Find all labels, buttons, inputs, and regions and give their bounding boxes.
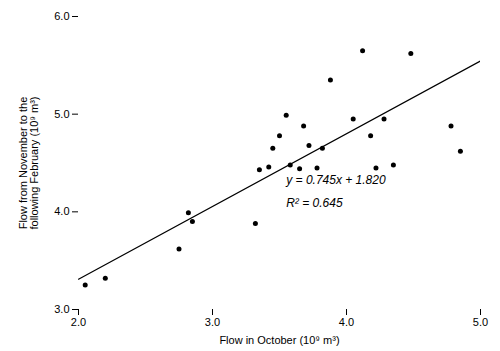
svg-text:2.0: 2.0 <box>71 316 86 328</box>
svg-text:3.0: 3.0 <box>205 316 220 328</box>
svg-text:4.0: 4.0 <box>54 205 69 217</box>
svg-text:5.0: 5.0 <box>54 108 69 120</box>
svg-text:Flow from November to thefollo: Flow from November to thefollowing Febru… <box>17 96 40 229</box>
svg-text:5.0: 5.0 <box>473 316 488 328</box>
svg-text:R² = 0.645: R² = 0.645 <box>286 196 343 210</box>
svg-text:4.0: 4.0 <box>339 316 354 328</box>
svg-text:Flow in October (10⁹ m³): Flow in October (10⁹ m³) <box>219 334 339 346</box>
svg-text:6.0: 6.0 <box>54 10 69 22</box>
svg-text:y = 0.745x + 1.820: y = 0.745x + 1.820 <box>285 173 386 187</box>
svg-text:3.0: 3.0 <box>54 303 69 315</box>
